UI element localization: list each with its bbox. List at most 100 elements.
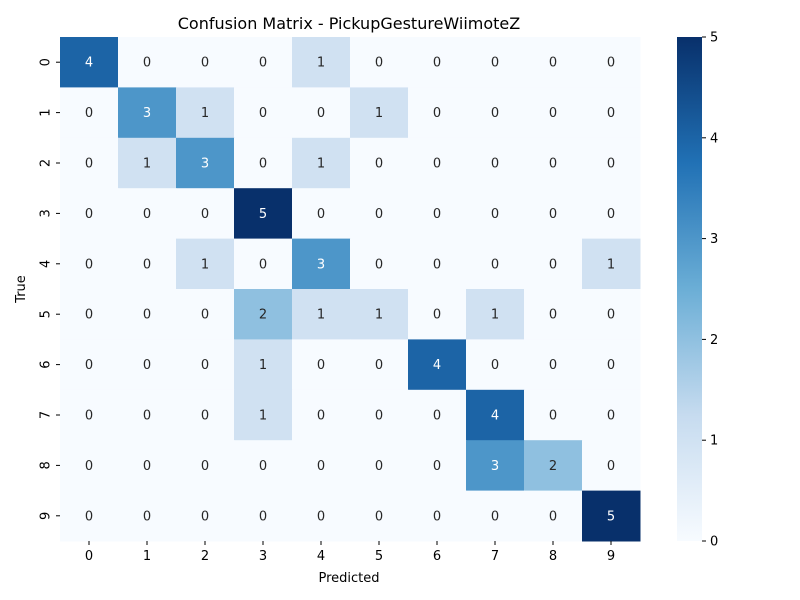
heatmap-cell <box>234 490 293 542</box>
colorbar-gradient <box>677 37 702 541</box>
cell-value-label: 5 <box>259 207 267 222</box>
x-tick-label: 7 <box>491 549 499 564</box>
cell-value-label: 0 <box>201 409 209 424</box>
cell-value-label: 0 <box>317 409 325 424</box>
cell-value-label: 0 <box>491 257 499 272</box>
cell-value-label: 0 <box>491 207 499 222</box>
cell-value-label: 0 <box>549 157 557 172</box>
y-tick-label: 0 <box>39 58 54 66</box>
heatmap-cell <box>350 238 409 290</box>
y-tick-label: 6 <box>39 360 54 368</box>
heatmap-cell <box>408 289 467 340</box>
cell-value-label: 4 <box>85 56 93 71</box>
cell-value-label: 0 <box>143 207 151 222</box>
heatmap-cell <box>408 37 467 88</box>
heatmap-cell <box>176 188 235 240</box>
cell-value-label: 0 <box>317 459 325 474</box>
cell-value-label: 1 <box>607 257 615 272</box>
heatmap-cell <box>60 490 119 542</box>
heatmap-cell <box>118 389 177 441</box>
cell-value-label: 0 <box>201 308 209 323</box>
heatmap-cell <box>524 188 583 240</box>
y-tick-label: 3 <box>39 209 54 217</box>
cell-value-label: 0 <box>143 459 151 474</box>
heatmap-cell <box>408 137 467 189</box>
heatmap-cell <box>466 87 525 139</box>
y-tick-label: 7 <box>39 411 54 419</box>
cell-value-label: 0 <box>201 358 209 373</box>
cell-value-label: 1 <box>317 157 325 172</box>
colorbar-tick-label: 4 <box>710 131 718 146</box>
heatmap-cell <box>350 339 409 391</box>
y-tick-label: 9 <box>39 512 54 520</box>
heatmap-cell <box>524 389 583 441</box>
heatmap-cell <box>524 37 583 88</box>
cell-value-label: 0 <box>375 207 383 222</box>
cell-value-label: 0 <box>259 157 267 172</box>
heatmap-cell <box>408 188 467 240</box>
heatmap-cell <box>292 440 351 492</box>
heatmap-cell <box>582 238 641 290</box>
heatmap-cell <box>60 440 119 492</box>
cell-value-label: 0 <box>375 257 383 272</box>
heatmap-cell <box>524 87 583 139</box>
cell-value-label: 0 <box>375 459 383 474</box>
cell-value-label: 0 <box>607 106 615 121</box>
heatmap-cell <box>234 389 293 441</box>
cell-value-label: 0 <box>317 207 325 222</box>
heatmap-cell <box>234 339 293 391</box>
heatmap-cell <box>60 188 119 240</box>
x-tick-label: 0 <box>85 549 93 564</box>
heatmap-cell <box>582 188 641 240</box>
heatmap-cell <box>118 87 177 139</box>
cell-value-label: 0 <box>549 106 557 121</box>
cell-value-label: 1 <box>375 106 383 121</box>
colorbar-tick-label: 5 <box>710 31 718 46</box>
cell-value-label: 0 <box>433 106 441 121</box>
cell-value-label: 0 <box>491 509 499 524</box>
heatmap-cell <box>176 37 235 88</box>
heatmap-cell <box>582 389 641 441</box>
heatmap-cell <box>176 440 235 492</box>
heatmap-cell <box>176 339 235 391</box>
heatmap-cell <box>350 389 409 441</box>
cell-value-label: 0 <box>433 257 441 272</box>
cell-value-label: 0 <box>85 257 93 272</box>
cell-value-label: 0 <box>85 409 93 424</box>
heatmap-cell <box>582 440 641 492</box>
cell-value-label: 0 <box>433 157 441 172</box>
heatmap-cell <box>582 289 641 340</box>
cell-value-label: 0 <box>491 358 499 373</box>
heatmap-cell <box>60 339 119 391</box>
heatmap-cell <box>524 339 583 391</box>
x-tick-label: 3 <box>259 549 267 564</box>
cell-value-label: 0 <box>317 509 325 524</box>
cell-value-label: 0 <box>85 157 93 172</box>
colorbar-tick-label: 2 <box>710 333 718 348</box>
heatmap-cell <box>350 289 409 340</box>
cell-value-label: 1 <box>259 358 267 373</box>
cell-value-label: 0 <box>201 509 209 524</box>
cell-value-label: 0 <box>259 56 267 71</box>
heatmap-cells: 4 0 0 0 1 0 0 0 0 0 0 3 1 0 0 1 0 0 0 0 0 1 3 0 1 0 0 0 0 0 0 0 0 5 0 0 0 0 0 0… <box>60 37 641 542</box>
cell-value-label: 0 <box>85 207 93 222</box>
cell-value-label: 0 <box>491 56 499 71</box>
heatmap-cell <box>234 137 293 189</box>
heatmap-cell <box>350 440 409 492</box>
cell-value-label: 0 <box>143 358 151 373</box>
y-tick-label: 1 <box>39 108 54 116</box>
cell-value-label: 4 <box>433 358 441 373</box>
cell-value-label: 0 <box>201 459 209 474</box>
x-tick-labels: 0 1 2 3 4 5 6 7 8 9 <box>85 541 615 564</box>
cell-value-label: 0 <box>259 106 267 121</box>
cell-value-label: 0 <box>85 106 93 121</box>
cell-value-label: 3 <box>143 106 151 121</box>
chart-title: Confusion Matrix - PickupGestureWiimoteZ <box>178 14 521 33</box>
cell-value-label: 0 <box>549 409 557 424</box>
heatmap-cell <box>234 289 293 340</box>
cell-value-label: 0 <box>259 509 267 524</box>
heatmap-cell <box>292 289 351 340</box>
heatmap-cell <box>582 37 641 88</box>
heatmap-cell <box>176 137 235 189</box>
heatmap-cell <box>292 339 351 391</box>
